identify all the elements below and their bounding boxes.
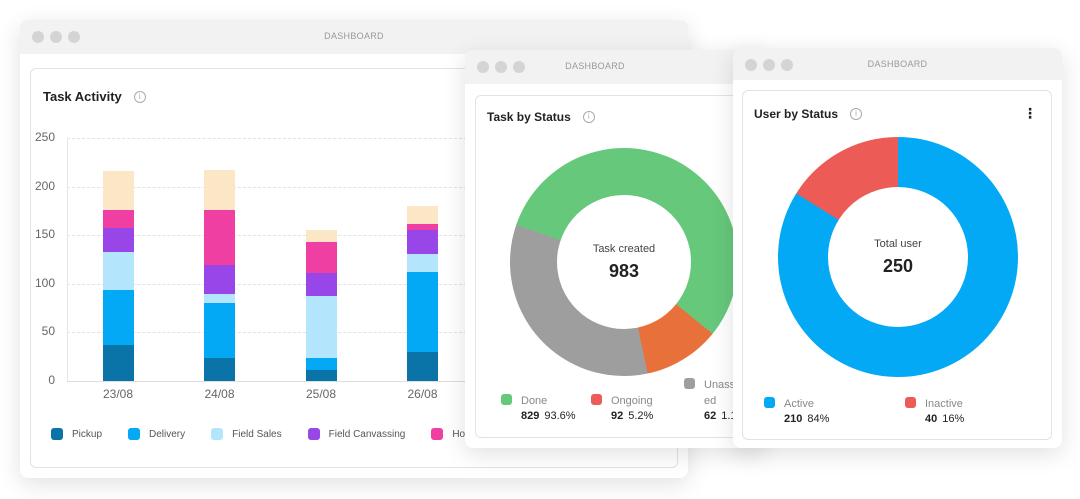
card-title: User by Status [754,107,839,121]
window-titlebar: DASHBOARD [465,50,765,84]
gridline [67,332,487,334]
card-header: Task by Status i [487,110,595,124]
y-tick-label: 0 [48,373,55,387]
bar-segment [204,303,235,358]
bar-segment [102,209,134,229]
card-title: Task by Status [487,110,571,124]
bar-segment [102,228,134,252]
legend-label: Field Canvassing [328,428,406,440]
window-controls[interactable] [32,31,80,43]
bar-segment [204,357,235,381]
legend-swatch [211,428,224,440]
window-title: DASHBOARD [565,61,625,71]
legend-label: Delivery [149,428,186,440]
card-header: User by Status i [754,107,863,121]
bar-segment [102,251,134,290]
user-status-donut: Total user 250 [778,137,1018,377]
bar-segment [204,170,235,210]
legend-swatch [307,428,320,440]
user-status-card: User by Status i ⋮ Total user 250 Active… [742,90,1052,440]
y-tick-label: 100 [34,275,55,290]
x-tick-label: 24/08 [204,387,235,401]
window-titlebar: DASHBOARD [733,48,1062,80]
center-total: 250 [882,255,914,276]
gridline [67,283,487,285]
y-tick-label: 250 [34,130,55,144]
stacked-bar-chart: 0 50 100 150 200 250 23/08 24/08 25/08 26/08 Picku… [31,69,677,467]
card-header: Task Activity i [43,89,146,104]
info-icon[interactable]: i [582,111,595,123]
x-tick-label: 26/08 [407,387,438,401]
legend-item: Delivery [128,428,185,440]
legend-label: Field Sales [232,428,282,440]
bar-segment [204,265,235,294]
window-controls[interactable] [745,59,793,71]
window-title: DASHBOARD [867,59,928,69]
legend-label: Ho [452,428,466,440]
more-options-icon[interactable]: ⋮ [1023,105,1037,121]
legend-item: Pickup [51,428,102,440]
task-status-window: DASHBOARD Task by Status i Task created … [465,50,765,448]
bar-segment [102,289,134,346]
bar-segment [305,357,337,371]
info-icon[interactable]: i [133,90,146,103]
card-title: Task Activity [43,89,122,104]
chart-legend: Pickup Delivery Field Sales Field Canvassin… [51,428,465,440]
center-label: Total user [874,237,922,250]
task-status-donut: Task created 983 [510,148,738,376]
bar-segment [407,351,438,381]
bar-segment [305,273,337,297]
bar-segment [407,272,438,352]
bar-segment [305,230,337,242]
legend-swatch [128,428,141,440]
center-label: Task created [592,242,656,255]
legend-item: Ho [431,428,465,440]
x-tick-label: 23/08 [102,387,134,401]
bar-segment [204,293,235,304]
bar-segment [305,242,337,274]
window-title: DASHBOARD [324,31,384,41]
gridline [67,381,487,382]
bar-segment [102,171,134,210]
legend-label: Pickup [72,428,103,440]
bar-segment [102,345,134,381]
legend-swatch [51,428,63,440]
x-tick-label: 25/08 [305,387,337,401]
bar-segment [407,223,438,231]
y-tick-label: 150 [34,227,55,242]
bar-segment [204,209,235,266]
window-titlebar: DASHBOARD [20,20,688,54]
legend-item: Field Sales [211,428,282,440]
bar-segment [305,370,337,381]
info-icon[interactable]: i [850,108,863,120]
legend-item: Field Canvassing [307,428,406,440]
y-tick-label: 50 [41,324,55,339]
bar-segment [407,206,438,224]
legend-swatch [431,428,444,440]
bar-segment [305,296,337,358]
window-controls[interactable] [477,61,525,73]
y-axis-line [67,138,68,381]
gridline [67,138,487,139]
bar-segment [407,253,438,273]
task-status-card: Task by Status i Task created 983 Done 8… [475,95,765,438]
user-status-window: DASHBOARD User by Status i ⋮ Total user … [733,48,1062,448]
y-tick-label: 200 [34,178,55,193]
bar-segment [407,230,438,254]
gridline [67,235,487,237]
gridline [67,186,487,188]
center-total: 983 [608,260,640,281]
